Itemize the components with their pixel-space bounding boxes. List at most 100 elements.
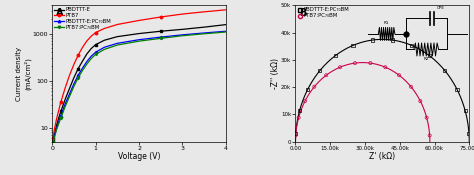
PBDTTT-E — [71, 77, 77, 79]
PBDTTT-E:PC₇₀BM — [50, 141, 56, 143]
PBDTTT-E:PC₇₀BM — [223, 30, 229, 32]
PBDTTT-E:PC₇₀BM — [84, 60, 90, 62]
PTB7:PC₇₀BM — [88, 57, 94, 60]
Y-axis label: Current density
(mA/cm²): Current density (mA/cm²) — [17, 46, 31, 101]
PTB7 — [115, 23, 120, 26]
PBDTTT-E:PC₇₀BM — [52, 135, 57, 137]
PTB7 — [223, 9, 229, 11]
Point — [426, 54, 433, 57]
PBDTTT-E:PC₇₀BM — [62, 103, 68, 105]
Point — [366, 62, 374, 65]
PBDTTT-E:PC₇₀BM — [201, 32, 207, 34]
Point — [292, 132, 300, 135]
Point — [292, 134, 300, 137]
PBDTTT-E — [88, 47, 94, 50]
PBDTTT-E:PC₇₀BM — [71, 83, 77, 85]
PTB7:PC₇₀BM — [75, 77, 81, 79]
PBDTTT-E:PC₇₀BM — [88, 55, 94, 57]
PTB7 — [101, 27, 107, 30]
Point — [382, 66, 389, 69]
PTB7 — [84, 40, 90, 42]
Legend: PBDTTT-E:PC₇₀BM, PTB7:PC₇₀BM: PBDTTT-E:PC₇₀BM, PTB7:PC₇₀BM — [297, 7, 350, 19]
PTB7:PC₇₀BM — [115, 44, 120, 46]
PTB7:PC₇₀BM — [56, 123, 62, 125]
PTB7:PC₇₀BM — [84, 63, 90, 65]
PTB7 — [58, 101, 64, 103]
PBDTTT-E:PC₇₀BM — [101, 46, 107, 48]
PBDTTT-E — [56, 117, 62, 119]
Point — [351, 62, 359, 65]
PTB7 — [201, 11, 207, 13]
PTB7:PC₇₀BM — [180, 35, 185, 37]
PBDTTT-E — [80, 60, 85, 62]
Line: PBDTTT-E:PC₇₀BM: PBDTTT-E:PC₇₀BM — [52, 30, 227, 143]
PBDTTT-E — [75, 68, 81, 70]
Y-axis label: -Z'' (kΩ): -Z'' (kΩ) — [271, 58, 280, 89]
PTB7:PC₇₀BM — [62, 106, 68, 108]
PBDTTT-E:PC₇₀BM — [158, 36, 164, 38]
PBDTTT-E — [54, 125, 59, 127]
PTB7 — [136, 19, 142, 22]
Point — [407, 85, 415, 88]
PTB7 — [88, 35, 94, 37]
PTB7:PC₇₀BM — [101, 48, 107, 50]
PTB7 — [67, 74, 73, 76]
PTB7 — [71, 63, 77, 65]
X-axis label: Z' (kΩ): Z' (kΩ) — [369, 152, 395, 161]
PTB7 — [158, 16, 164, 18]
Point — [295, 116, 302, 119]
Point — [331, 54, 339, 57]
PBDTTT-E — [84, 53, 90, 55]
PBDTTT-E:PC₇₀BM — [58, 115, 64, 117]
PTB7:PC₇₀BM — [201, 33, 207, 35]
PBDTTT-E — [62, 98, 68, 100]
PBDTTT-E — [136, 33, 142, 35]
PBDTTT-E:PC₇₀BM — [136, 39, 142, 41]
PBDTTT-E:PC₇₀BM — [75, 74, 81, 76]
PBDTTT-E — [158, 30, 164, 32]
PTB7 — [50, 137, 56, 139]
PBDTTT-E — [201, 26, 207, 28]
Text: B: B — [299, 8, 306, 18]
Point — [389, 39, 396, 41]
PTB7:PC₇₀BM — [54, 129, 59, 131]
Point — [369, 39, 376, 41]
PBDTTT-E — [115, 36, 120, 38]
PTB7:PC₇₀BM — [50, 141, 56, 143]
PBDTTT-E — [180, 28, 185, 30]
Point — [395, 74, 403, 77]
PTB7 — [54, 118, 59, 120]
Point — [441, 69, 449, 72]
Point — [301, 100, 309, 103]
PTB7 — [93, 32, 99, 34]
Point — [296, 109, 303, 112]
Point — [349, 44, 357, 47]
Point — [423, 116, 430, 119]
Point — [336, 66, 344, 69]
PTB7:PC₇₀BM — [52, 137, 57, 139]
Point — [322, 74, 330, 77]
PBDTTT-E — [223, 24, 229, 26]
PTB7:PC₇₀BM — [158, 37, 164, 39]
Text: A: A — [55, 8, 63, 18]
PBDTTT-E — [52, 134, 57, 136]
PBDTTT-E:PC₇₀BM — [80, 67, 85, 69]
PBDTTT-E — [58, 110, 64, 113]
PTB7:PC₇₀BM — [71, 85, 77, 88]
PTB7:PC₇₀BM — [93, 53, 99, 55]
X-axis label: Voltage (V): Voltage (V) — [118, 152, 160, 161]
PTB7:PC₇₀BM — [67, 95, 73, 97]
PTB7 — [180, 13, 185, 15]
Legend: PBDTTT-E, PTB7, PBDTTT-E:PC₇₀BM, PTB7:PC₇₀BM: PBDTTT-E, PTB7, PBDTTT-E:PC₇₀BM, PTB7:PC… — [54, 7, 111, 30]
Point — [417, 100, 424, 103]
Point — [304, 88, 311, 91]
Point — [408, 44, 416, 47]
Point — [426, 134, 433, 137]
PBDTTT-E — [93, 44, 99, 46]
Point — [461, 109, 469, 112]
PBDTTT-E:PC₇₀BM — [115, 42, 120, 44]
Point — [310, 85, 318, 88]
PBDTTT-E — [50, 139, 56, 141]
Point — [316, 69, 324, 72]
PBDTTT-E:PC₇₀BM — [67, 93, 73, 95]
